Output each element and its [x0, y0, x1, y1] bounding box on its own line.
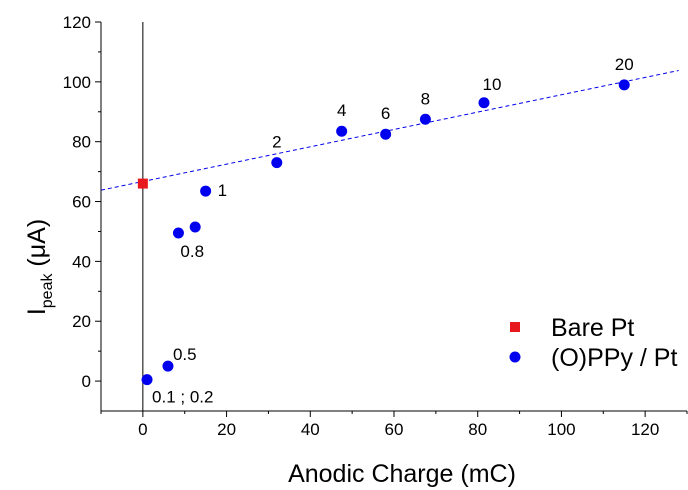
- point-label: 4: [337, 101, 346, 120]
- data-point-oppy-pt: [618, 79, 630, 91]
- point-label: 6: [381, 104, 390, 123]
- point-label: 20: [615, 55, 634, 74]
- data-point-oppy-pt: [271, 157, 283, 169]
- legend-marker-oppy-pt: [509, 351, 521, 363]
- data-point-bare-pt: [137, 178, 148, 189]
- y-tick-label: 80: [72, 133, 91, 152]
- data-point-oppy-pt: [172, 227, 184, 239]
- data-point-oppy-pt: [141, 374, 153, 386]
- linear-fit-line: [100, 69, 679, 191]
- y-axis-title-main: I: [23, 308, 51, 315]
- y-tick-label: 120: [63, 13, 91, 32]
- y-axis-title: Ipeak (μA): [23, 219, 56, 315]
- x-tick-label: 20: [217, 420, 236, 439]
- data-point-oppy-pt: [419, 113, 431, 125]
- y-tick-label: 0: [82, 372, 91, 391]
- legend: Bare Pt (O)PPy / Pt: [509, 314, 677, 372]
- y-axis: 0 20 40 60 80 100 120: [63, 13, 101, 391]
- x-tick-label: 40: [301, 420, 320, 439]
- x-tick-label: 60: [385, 420, 404, 439]
- data-point-oppy-pt: [200, 185, 212, 197]
- x-tick-label: 100: [547, 420, 575, 439]
- data-point-oppy-pt: [189, 221, 201, 233]
- data-point-oppy-pt: [478, 97, 490, 109]
- y-axis-title-sub: peak: [39, 273, 56, 309]
- x-tick-label: 120: [631, 420, 659, 439]
- y-axis-title-unit: (μA): [23, 219, 51, 274]
- point-label: 0.5: [173, 345, 197, 364]
- data-point-oppy-pt: [162, 360, 174, 372]
- legend-label-bare-pt: Bare Pt: [551, 314, 634, 342]
- point-label: 2: [272, 133, 281, 152]
- point-label: 10: [483, 75, 502, 94]
- legend-marker-bare-pt: [510, 322, 520, 332]
- y-tick-label: 20: [72, 312, 91, 331]
- y-tick-label: 60: [72, 193, 91, 212]
- data-point-oppy-pt: [380, 128, 392, 140]
- point-label: 0.8: [180, 242, 204, 261]
- x-axis-title: Anodic Charge (mC): [288, 460, 516, 488]
- legend-label-oppy-pt: (O)PPy / Pt: [551, 344, 677, 372]
- point-label: 8: [421, 89, 430, 108]
- data-points: [137, 79, 630, 386]
- point-label: 0.1 ; 0.2: [152, 388, 213, 407]
- x-tick-label: 80: [468, 420, 487, 439]
- y-tick-label: 100: [63, 73, 91, 92]
- data-point-oppy-pt: [336, 125, 348, 137]
- point-labels: 0.1 ; 0.2 0.5 0.8 1 2 4 6 8 10 20: [152, 55, 634, 407]
- point-label: 1: [218, 181, 227, 200]
- x-tick-label: 0: [138, 420, 147, 439]
- x-axis: 0 20 40 60 80 100 120: [100, 411, 688, 439]
- fit-line-layer: [100, 69, 679, 191]
- y-tick-label: 40: [72, 252, 91, 271]
